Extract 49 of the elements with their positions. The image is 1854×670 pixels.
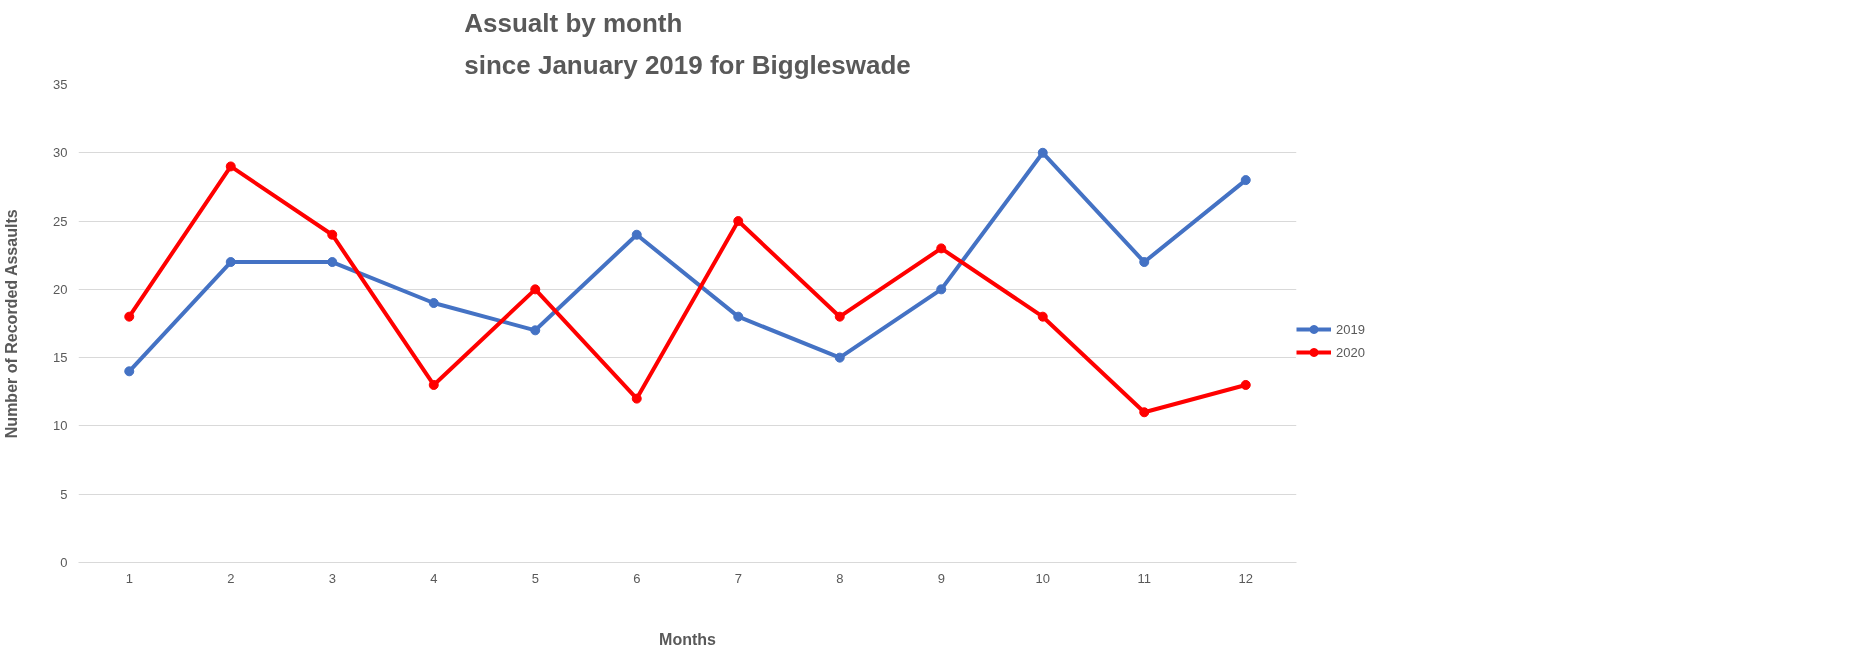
point xyxy=(834,311,845,322)
x-tick-label: 1 xyxy=(125,570,133,586)
legend-label: 2020 xyxy=(1336,344,1365,360)
point xyxy=(327,229,338,240)
point xyxy=(327,257,338,268)
x-tick-label: 12 xyxy=(1238,570,1253,586)
y-tick-label: 30 xyxy=(53,145,68,161)
point xyxy=(428,298,439,309)
chart-title: Assualt by month since January 2019 for Biggleswade xyxy=(464,7,911,80)
x-tick-label: 5 xyxy=(531,570,539,586)
x-tick-label: 11 xyxy=(1137,570,1151,586)
x-axis-title: Months xyxy=(659,630,717,648)
point xyxy=(530,325,541,336)
point xyxy=(530,284,541,295)
point xyxy=(733,311,744,322)
point xyxy=(1037,147,1048,158)
y-tick-label: 0 xyxy=(60,555,68,570)
point xyxy=(1139,407,1150,418)
point xyxy=(1139,257,1150,268)
point xyxy=(124,366,135,377)
y-tick-label: 10 xyxy=(53,418,68,434)
y-tick-label: 20 xyxy=(53,281,68,297)
point xyxy=(733,216,744,227)
legend-label: 2019 xyxy=(1336,321,1365,337)
point xyxy=(225,161,236,172)
y-axis-title: Number of Recorded Assaults xyxy=(3,209,21,439)
y-tick-label: 5 xyxy=(60,486,68,502)
point xyxy=(936,284,947,295)
point xyxy=(936,243,947,254)
point xyxy=(428,379,439,390)
x-tick-label: 10 xyxy=(1035,570,1050,586)
point xyxy=(1240,175,1251,186)
point xyxy=(225,257,236,268)
x-tick-label: 9 xyxy=(937,570,945,586)
point xyxy=(834,352,845,363)
x-tick-label: 6 xyxy=(633,570,641,586)
point xyxy=(631,229,642,240)
y-tick-label: 25 xyxy=(53,213,68,229)
x-tick-label: 2 xyxy=(227,570,235,586)
x-tick-label: 4 xyxy=(430,570,438,586)
x-tick-label: 3 xyxy=(328,570,336,586)
y-tick-label: 15 xyxy=(53,350,68,366)
point xyxy=(1240,379,1251,390)
point xyxy=(631,393,642,404)
y-tick-label: 35 xyxy=(53,77,68,92)
x-tick-label: 7 xyxy=(734,570,742,586)
point xyxy=(1037,311,1048,322)
x-tick-label: 8 xyxy=(836,570,844,586)
point xyxy=(124,311,135,322)
